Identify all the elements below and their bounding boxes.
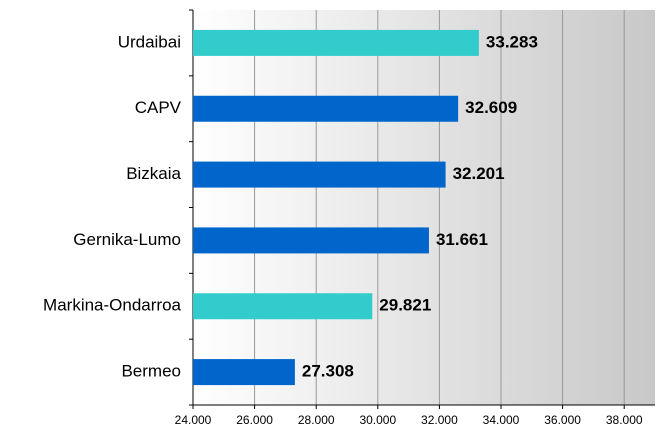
y-tick-label: Bermeo (121, 362, 181, 381)
bar (193, 293, 373, 320)
x-tick-label: 30.000 (359, 413, 396, 427)
x-tick-label: 32.000 (421, 413, 458, 427)
bar (193, 359, 295, 386)
data-label: 29.821 (379, 296, 431, 315)
data-label: 33.283 (486, 32, 538, 51)
data-label: 31.661 (436, 230, 488, 249)
y-tick-label: Markina-Ondarroa (43, 296, 181, 315)
bar (193, 161, 446, 188)
y-tick-label: CAPV (135, 98, 182, 117)
data-label: 27.308 (302, 362, 354, 381)
y-tick-label: Urdaibai (118, 32, 181, 51)
x-tick-label: 36.000 (544, 413, 581, 427)
bar (193, 95, 459, 122)
x-tick-label: 26.000 (236, 413, 273, 427)
x-tick-label: 24.000 (175, 413, 212, 427)
bar (193, 227, 429, 254)
x-tick-label: 28.000 (298, 413, 335, 427)
x-tick-label: 38.000 (606, 413, 643, 427)
y-tick-label: Gernika-Lumo (73, 230, 181, 249)
data-label: 32.609 (465, 98, 517, 117)
data-label: 32.201 (453, 164, 505, 183)
bar (193, 29, 479, 56)
y-tick-label: Bizkaia (126, 164, 181, 183)
plot-area (193, 10, 655, 405)
x-tick-label: 34.000 (483, 413, 520, 427)
